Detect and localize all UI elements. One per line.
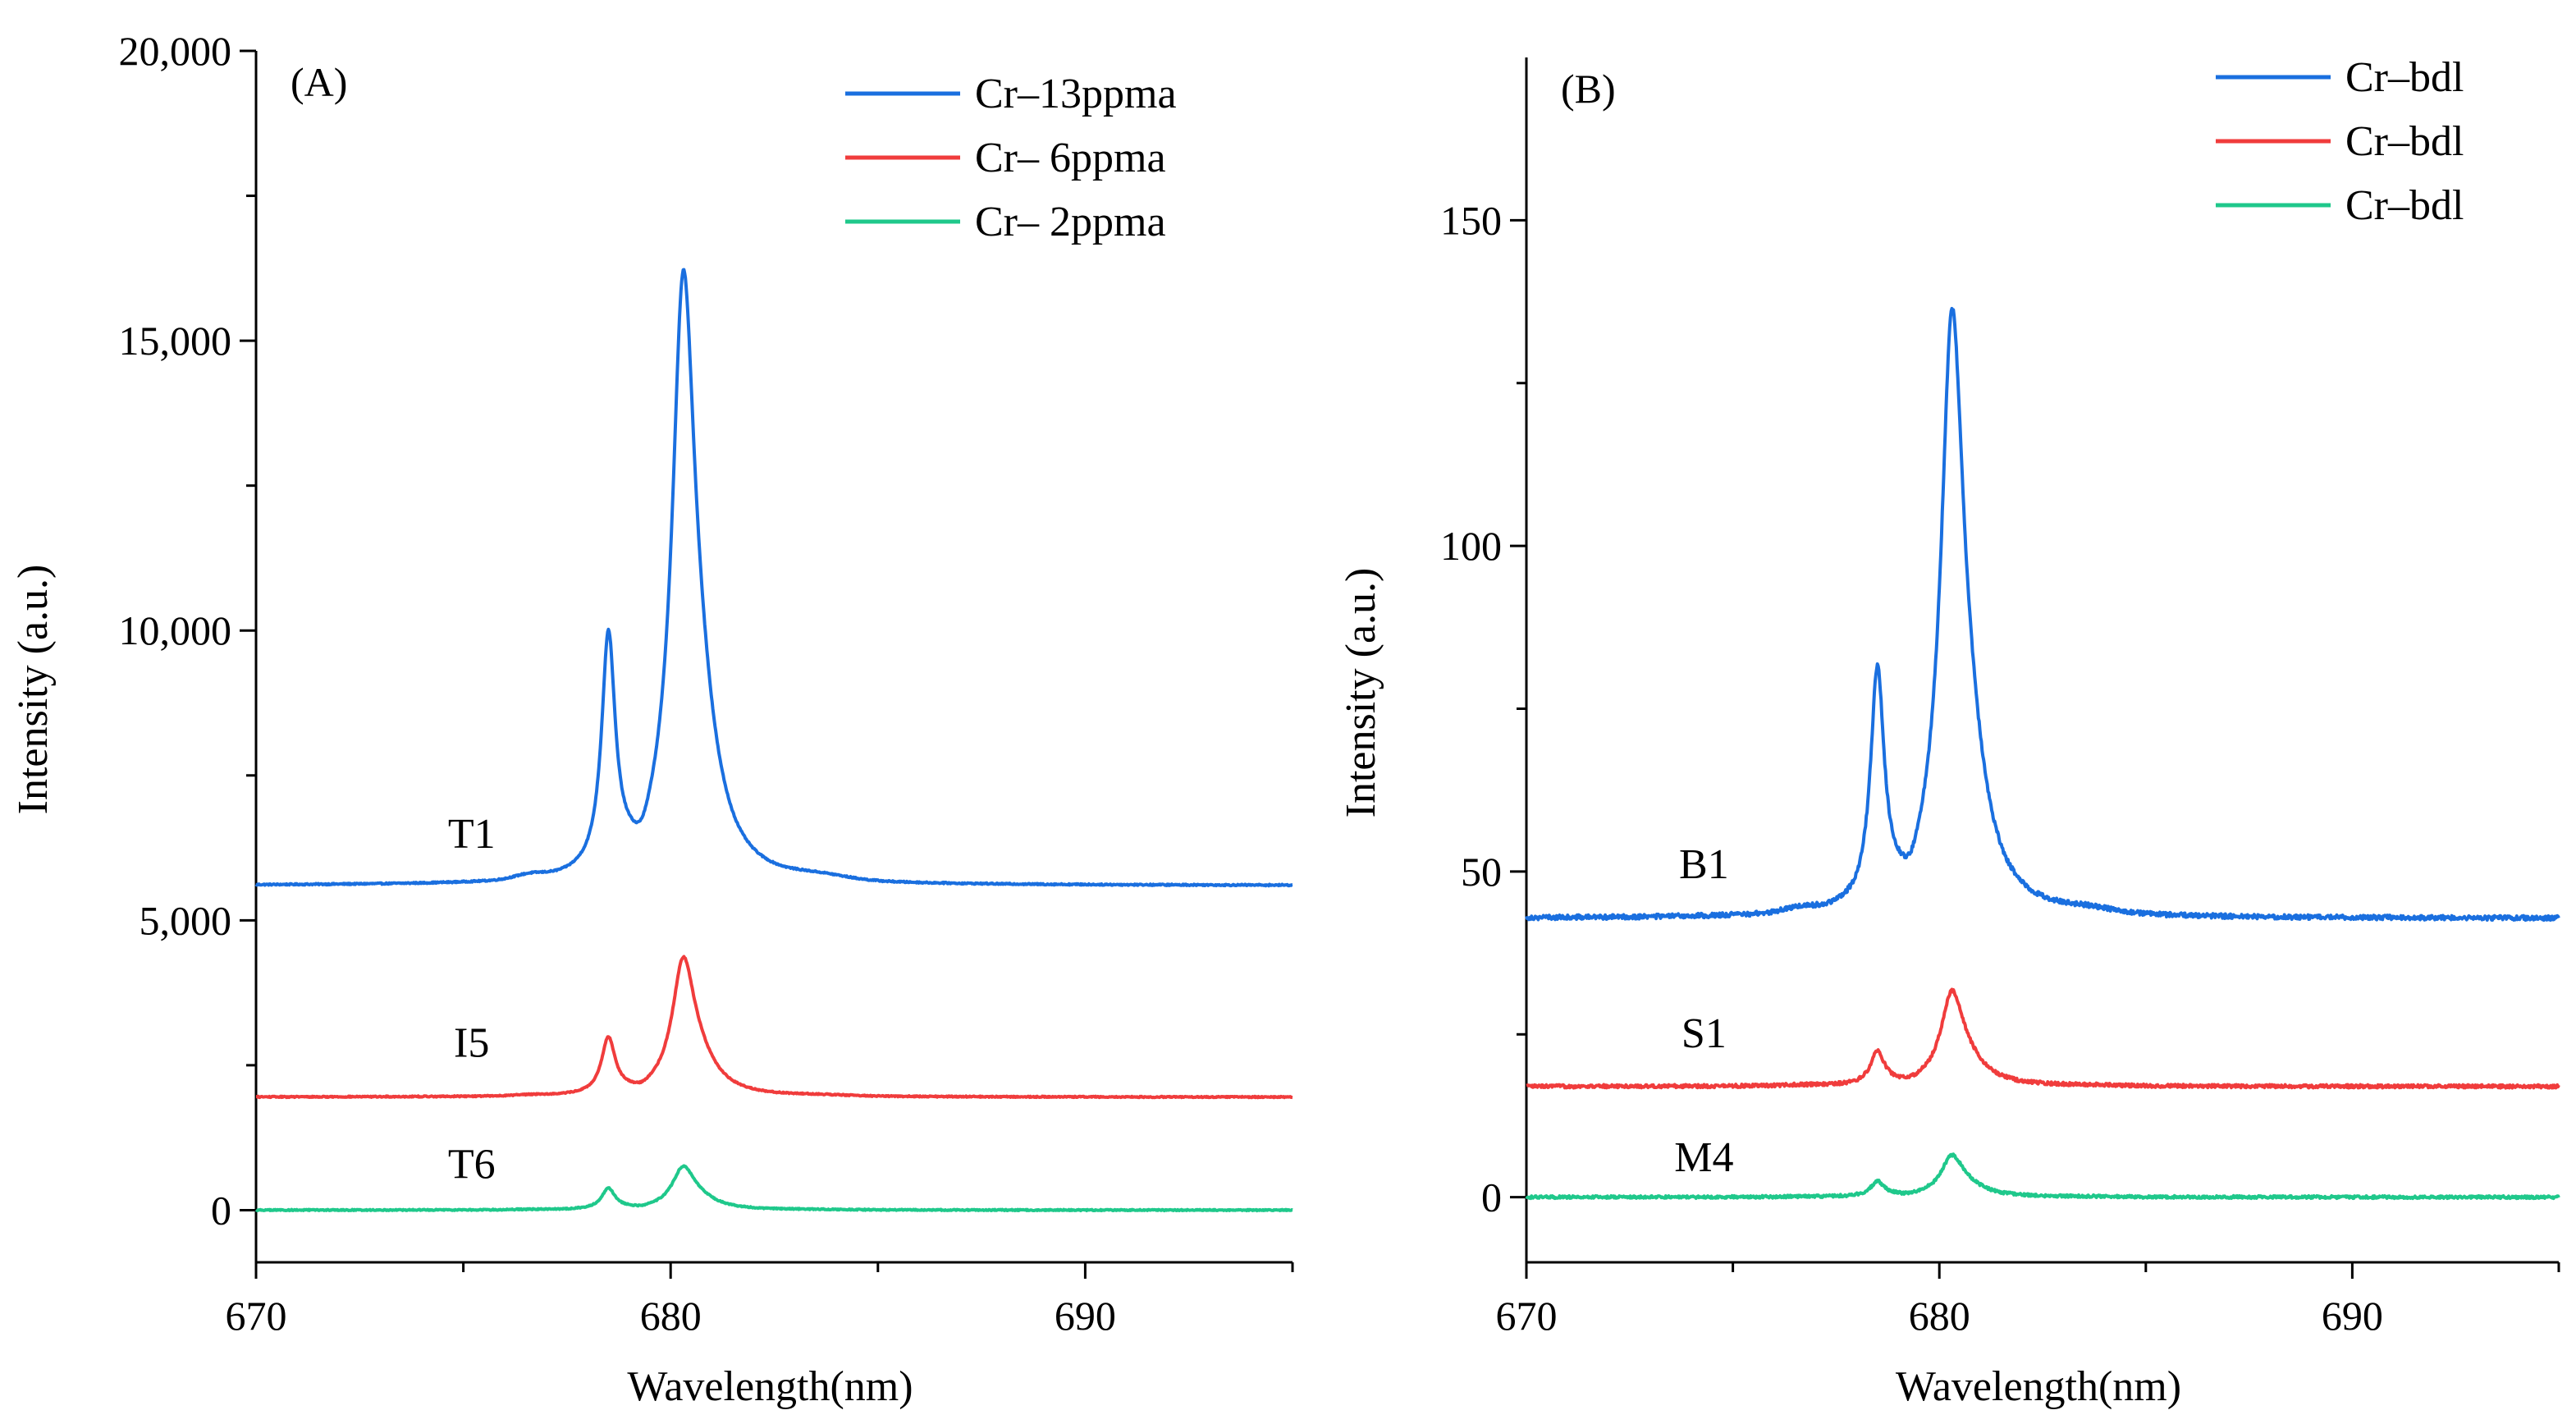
sample-label-s1: S1	[1681, 1010, 1727, 1057]
legend-entry-label: Cr– 2ppma	[975, 199, 1166, 245]
y-tick-label: 5,000	[140, 897, 232, 943]
y-axis-title: Intensity (a.u.)	[1338, 568, 1384, 818]
sample-label-t6: T6	[448, 1142, 496, 1188]
y-tick-label: 10,000	[119, 607, 232, 653]
series-line-s1	[1525, 987, 2560, 1090]
series-line-m4	[1525, 1152, 2560, 1201]
sample-label-m4: M4	[1674, 1134, 1733, 1181]
y-tick-label: 100	[1440, 523, 1502, 569]
legend-entry-label: Cr–13ppma	[975, 71, 1177, 117]
panel-label: (A)	[291, 59, 347, 105]
y-axis-title: Intensity (a.u.)	[10, 565, 57, 815]
y-tick-label: 15,000	[119, 318, 232, 364]
series-line-t6	[254, 1164, 1294, 1213]
x-tick-label: 680	[1909, 1293, 1970, 1339]
y-tick-label: 20,000	[119, 28, 232, 74]
x-tick-label: 690	[2322, 1293, 2383, 1339]
x-tick-label: 690	[1055, 1293, 1116, 1339]
panel-a-chart: 670 680 690 0 5,000 10,000 15,000 20,000 Wavelen…	[10, 28, 1294, 1410]
y-tick-label: 50	[1461, 849, 1502, 895]
sample-label-i5: I5	[454, 1019, 489, 1066]
x-tick-label: 670	[1496, 1293, 1558, 1339]
series-line-t1	[254, 268, 1294, 888]
sample-label-t1: T1	[448, 811, 496, 858]
legend-entry-label: Cr–bdl	[2345, 54, 2464, 101]
series-line-b1	[1525, 306, 2560, 923]
x-axis-title: Wavelength(nm)	[627, 1363, 913, 1410]
x-axis-title: Wavelength(nm)	[1896, 1363, 2181, 1410]
series-line-i5	[254, 955, 1294, 1100]
legend-entry-label: Cr–bdl	[2345, 182, 2464, 229]
y-tick-label: 0	[211, 1187, 231, 1233]
x-tick-label: 680	[640, 1293, 702, 1339]
legend-entry-label: Cr–bdl	[2345, 118, 2464, 165]
x-tick-label: 670	[226, 1293, 287, 1339]
y-tick-label: 0	[1481, 1174, 1502, 1220]
y-tick-label: 150	[1440, 197, 1502, 243]
panel-label: (B)	[1561, 66, 1616, 112]
sample-label-b1: B1	[1679, 841, 1729, 888]
legend-entry-label: Cr– 6ppma	[975, 135, 1166, 181]
panel-b-chart: 670 680 690 0 50 100 150 Wavelength(nm) Intensit…	[1338, 54, 2560, 1410]
